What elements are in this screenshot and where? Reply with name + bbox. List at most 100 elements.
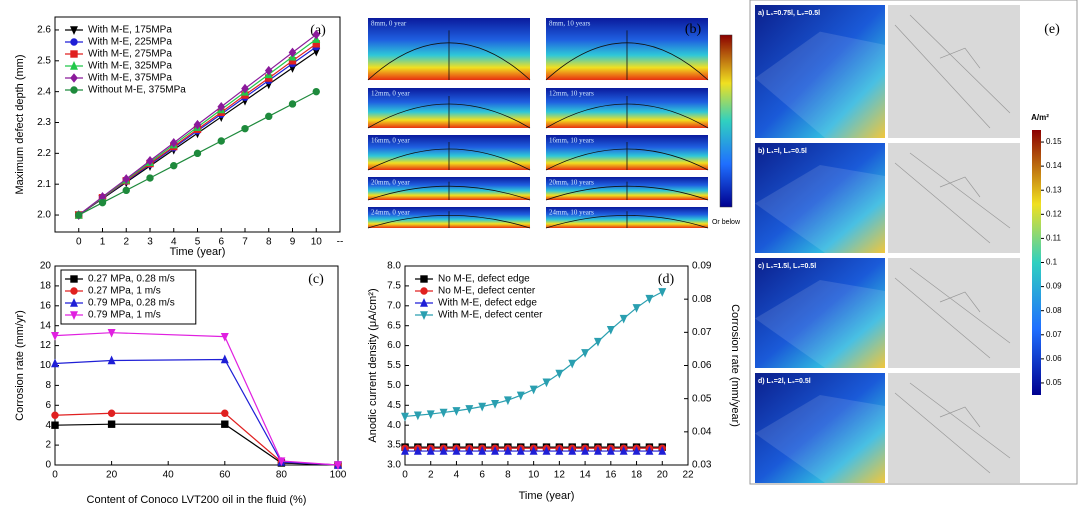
marker bbox=[51, 358, 59, 368]
colorbar-label: Or below bbox=[712, 219, 741, 226]
mesh-outline bbox=[894, 152, 1011, 244]
y2-tick-label: 0.04 bbox=[692, 426, 712, 437]
panel-label: (b) bbox=[685, 22, 702, 37]
marker bbox=[420, 275, 428, 283]
legend-label: 0.79 MPa, 0.28 m/s bbox=[88, 298, 175, 309]
marker bbox=[51, 411, 59, 419]
colorbar-tick-label: 0.13 bbox=[1046, 185, 1062, 194]
x-tick-label: 4 bbox=[171, 237, 177, 248]
y-tick-label: 2.3 bbox=[37, 117, 51, 128]
legend-label: No M-E, defect center bbox=[438, 286, 536, 297]
y-tick-label: 6.5 bbox=[387, 320, 401, 331]
marker bbox=[146, 174, 154, 182]
marker bbox=[478, 446, 487, 455]
marker bbox=[529, 385, 538, 395]
marker bbox=[70, 60, 78, 70]
legend-frame bbox=[60, 269, 197, 325]
panel-label: (c) bbox=[308, 272, 324, 287]
y-tick-label: 2.2 bbox=[37, 148, 51, 159]
colorbar-unit: A/m² bbox=[1031, 113, 1049, 122]
marker bbox=[503, 446, 512, 455]
series-line bbox=[54, 358, 339, 466]
marker bbox=[193, 149, 202, 158]
legend-label: With M-E, defect edge bbox=[438, 298, 537, 309]
colorbar-tick-label: 0.07 bbox=[1046, 330, 1062, 339]
marker bbox=[70, 297, 78, 307]
x-tick-label: 18 bbox=[631, 470, 643, 481]
marker bbox=[401, 446, 409, 455]
marker bbox=[439, 446, 448, 455]
marker bbox=[220, 354, 229, 364]
y-tick-label: 0 bbox=[45, 460, 51, 471]
marker bbox=[606, 446, 615, 455]
marker bbox=[503, 396, 512, 406]
frame-label: 16mm, 0 year bbox=[371, 137, 410, 145]
frame-label: 8mm, 0 year bbox=[371, 20, 407, 28]
frame-label: 24mm, 10 years bbox=[549, 209, 594, 217]
y-axis-label: Corrosion rate (mm/yr) bbox=[14, 310, 26, 421]
x-tick-label: 20 bbox=[657, 470, 669, 481]
x-axis-label: Time (year) bbox=[519, 490, 575, 502]
frame-label: c) L₁=1.5l, L₂=0.5l bbox=[758, 263, 816, 270]
colorbar-tick-label: 0.12 bbox=[1046, 209, 1062, 218]
y-tick-label: 5.0 bbox=[387, 380, 401, 391]
marker bbox=[645, 294, 654, 304]
x-tick-label: 22 bbox=[682, 470, 694, 481]
panel-e-frame bbox=[749, 0, 1078, 485]
marker bbox=[221, 409, 229, 417]
y-tick-label: 20 bbox=[40, 261, 52, 272]
legend-label: 0.27 MPa, 0.28 m/s bbox=[88, 274, 175, 285]
legend-label: Without M-E, 375MPa bbox=[88, 85, 186, 96]
x-tick-label: -- bbox=[337, 237, 344, 248]
marker bbox=[70, 311, 78, 321]
series-line bbox=[54, 332, 339, 466]
y-tick-label: 14 bbox=[40, 320, 52, 331]
marker bbox=[619, 446, 628, 455]
marker bbox=[146, 155, 154, 166]
frame-label: d) L₁=2l, L₂=0.5l bbox=[758, 378, 811, 385]
marker bbox=[420, 287, 428, 295]
marker bbox=[465, 405, 474, 414]
marker bbox=[516, 391, 525, 401]
x-tick-label: 7 bbox=[242, 237, 248, 248]
y-tick-label: 2.0 bbox=[37, 210, 51, 221]
x-tick-label: 5 bbox=[195, 237, 201, 248]
y-tick-label: 6.0 bbox=[387, 340, 401, 351]
y-tick-label: 5.5 bbox=[387, 360, 401, 371]
marker bbox=[170, 161, 178, 170]
series-line bbox=[54, 412, 339, 466]
frame-label: 20mm, 10 years bbox=[549, 179, 594, 187]
marker bbox=[217, 101, 226, 112]
marker bbox=[632, 304, 641, 313]
mesh-image bbox=[888, 373, 1020, 483]
colorbar-tick-label: 0.14 bbox=[1046, 161, 1062, 170]
marker bbox=[169, 138, 178, 148]
marker bbox=[478, 402, 487, 412]
x-axis-label: Content of Conoco LVT200 oil in the flui… bbox=[87, 494, 307, 506]
x-tick-label: 2 bbox=[123, 237, 129, 248]
x-tick-label: 0 bbox=[52, 470, 58, 481]
colorbar-tick-label: 0.08 bbox=[1046, 306, 1062, 315]
y-tick-label: 2 bbox=[45, 440, 51, 451]
x-tick-label: 8 bbox=[266, 237, 272, 248]
marker bbox=[107, 328, 116, 338]
x-tick-label: 9 bbox=[290, 237, 296, 248]
y2-tick-label: 0.03 bbox=[692, 460, 712, 471]
marker bbox=[568, 359, 577, 369]
y-tick-label: 16 bbox=[40, 300, 52, 311]
colorbar-tick-label: 0.15 bbox=[1046, 137, 1062, 146]
y-tick-label: 12 bbox=[40, 340, 52, 351]
marker bbox=[288, 100, 297, 108]
marker bbox=[264, 65, 273, 76]
y2-axis-label: Corrosion rate (mm/year) bbox=[729, 304, 741, 427]
pipe-region bbox=[755, 165, 885, 253]
legend-label: With M-E, 175MPa bbox=[88, 25, 172, 36]
y-tick-label: 7.5 bbox=[387, 281, 401, 292]
marker bbox=[334, 461, 342, 471]
marker bbox=[426, 446, 435, 455]
marker bbox=[516, 446, 525, 455]
x-tick-label: 12 bbox=[554, 470, 566, 481]
marker bbox=[193, 119, 202, 130]
colorbar-tick-label: 0.11 bbox=[1046, 234, 1062, 243]
marker bbox=[122, 186, 130, 195]
